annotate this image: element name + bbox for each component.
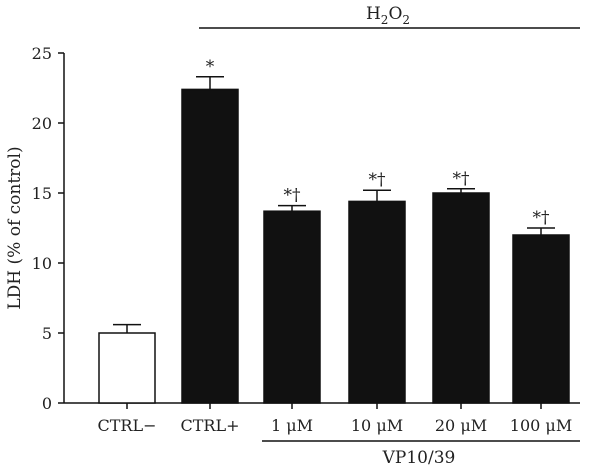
significance-label: *† (369, 170, 387, 190)
significance-label: * (206, 57, 215, 77)
y-tick-label: 20 (32, 114, 52, 133)
significance-label: *† (453, 169, 471, 189)
y-axis-label: LDH (% of control) (5, 146, 25, 309)
y-tick-label: 25 (32, 44, 52, 63)
bar (512, 234, 570, 404)
significance-label: *† (284, 186, 302, 206)
bars: * *† *† *† *† (98, 57, 570, 404)
significance-label: *† (533, 208, 551, 228)
x-tick-labels: CTRL− CTRL+ 1 μM 10 μM 20 μM 100 μM (98, 403, 572, 435)
h2o2-label: H2O2 (366, 4, 410, 27)
x-tick-label: CTRL+ (181, 416, 240, 435)
x-tick-label: CTRL− (98, 416, 157, 435)
bar (348, 200, 406, 404)
bar (432, 192, 490, 404)
y-tick-label: 15 (32, 184, 52, 203)
vp-label: VP10/39 (382, 448, 456, 468)
bar (181, 88, 239, 404)
bar (263, 210, 321, 404)
y-tick-label: 5 (42, 324, 52, 343)
y-tick-label: 0 (42, 394, 52, 413)
x-tick-label: 1 μM (271, 416, 313, 435)
x-tick-label: 10 μM (351, 416, 403, 435)
y-ticks: 0 5 10 15 20 25 (32, 44, 64, 413)
x-tick-label: 100 μM (510, 416, 572, 435)
y-tick-label: 10 (32, 254, 52, 273)
bar (98, 332, 156, 404)
x-tick-label: 20 μM (435, 416, 487, 435)
